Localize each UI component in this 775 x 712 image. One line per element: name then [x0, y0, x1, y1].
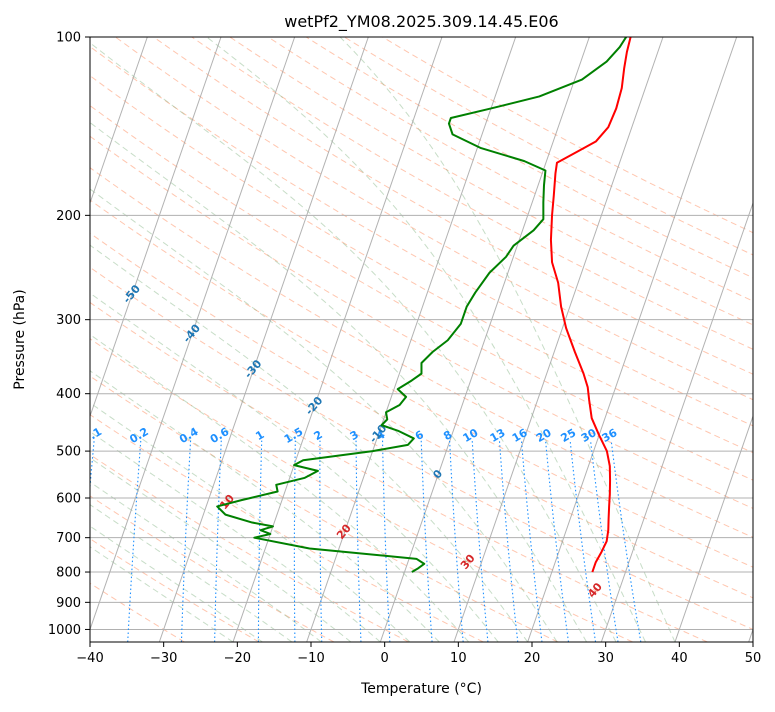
y-tick-label: 700 — [56, 531, 81, 546]
y-tick-label: 900 — [56, 596, 81, 611]
x-tick-label: 0 — [381, 651, 389, 666]
y-tick-label: 800 — [56, 566, 81, 581]
x-tick-label: 50 — [745, 651, 762, 666]
y-tick-label: 100 — [56, 31, 81, 46]
y-tick-label: 300 — [56, 313, 81, 328]
x-tick-label: 30 — [597, 651, 614, 666]
x-tick-label: 10 — [450, 651, 467, 666]
y-tick-label: 400 — [56, 387, 81, 402]
x-tick-label: 40 — [671, 651, 688, 666]
x-tick-label: −10 — [297, 651, 324, 666]
y-tick-label: 600 — [56, 492, 81, 507]
x-tick-label: −30 — [150, 651, 177, 666]
x-tick-label: 20 — [524, 651, 541, 666]
chart-title: wetPf2_YM08.2025.309.14.45.E06 — [284, 12, 558, 32]
y-tick-label: 1000 — [48, 623, 81, 638]
y-axis-label: Pressure (hPa) — [12, 289, 28, 389]
x-tick-label: −40 — [76, 651, 103, 666]
y-tick-label: 200 — [56, 209, 81, 224]
x-axis-label: Temperature (°C) — [360, 681, 482, 697]
y-tick-label: 500 — [56, 445, 81, 460]
x-tick-label: −20 — [224, 651, 251, 666]
